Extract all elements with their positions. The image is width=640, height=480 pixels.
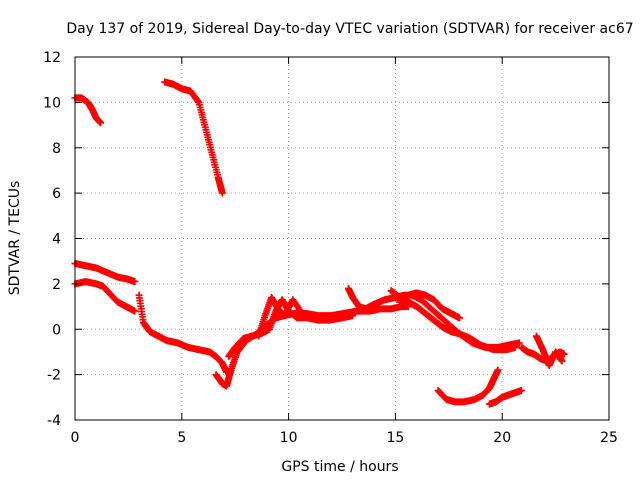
x-tick-label: 20 [493,430,511,446]
y-tick-label: -2 [47,368,61,384]
data-point-markers [255,293,308,340]
x-tick-label: 15 [386,430,404,446]
y-tick-label: 10 [43,95,61,111]
chart-title: Day 137 of 2019, Sidereal Day-to-day VTE… [66,21,633,37]
series-arc-k [396,289,463,322]
series-arc-b [161,78,226,197]
y-axis-label: SDTVAR / TECUs [7,181,23,296]
y-tick-label: 4 [52,232,61,248]
y-tick-label: 0 [52,322,61,338]
series-arc-o [532,332,566,370]
series-arc-l [434,366,502,406]
series-arc-e [135,291,231,376]
grid-lines [75,57,609,420]
tick-labels: 0 5 10 15 20 25 -4 -2 0 2 4 6 8 10 12 [43,50,618,446]
axes [74,56,610,421]
series-arc-a [71,94,105,127]
data-point-markers [161,78,226,197]
data-points [71,78,568,408]
data-point-markers [434,366,502,406]
data-point-markers [485,387,525,408]
y-tick-label: 12 [43,50,61,66]
y-tick-label: 8 [52,141,61,157]
series-arc-h [255,293,308,340]
data-point-markers [532,332,566,370]
y-tick-label: 2 [52,277,61,293]
x-tick-label: 0 [71,430,80,446]
y-tick-label: -4 [47,413,61,429]
x-tick-label: 10 [280,430,298,446]
x-tick-label: 25 [600,430,618,446]
x-axis-label: GPS time / hours [281,459,398,475]
data-point-markers [135,291,231,376]
series-arc-m [485,387,525,408]
data-point-markers [396,289,463,322]
x-tick-label: 5 [177,430,186,446]
data-point-markers [71,94,105,127]
y-tick-label: 6 [52,186,61,202]
